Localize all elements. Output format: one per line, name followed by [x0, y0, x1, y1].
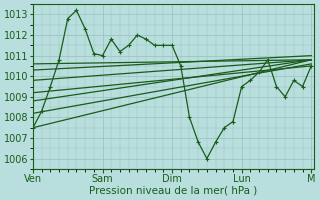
X-axis label: Pression niveau de la mer( hPa ): Pression niveau de la mer( hPa ) — [89, 186, 258, 196]
